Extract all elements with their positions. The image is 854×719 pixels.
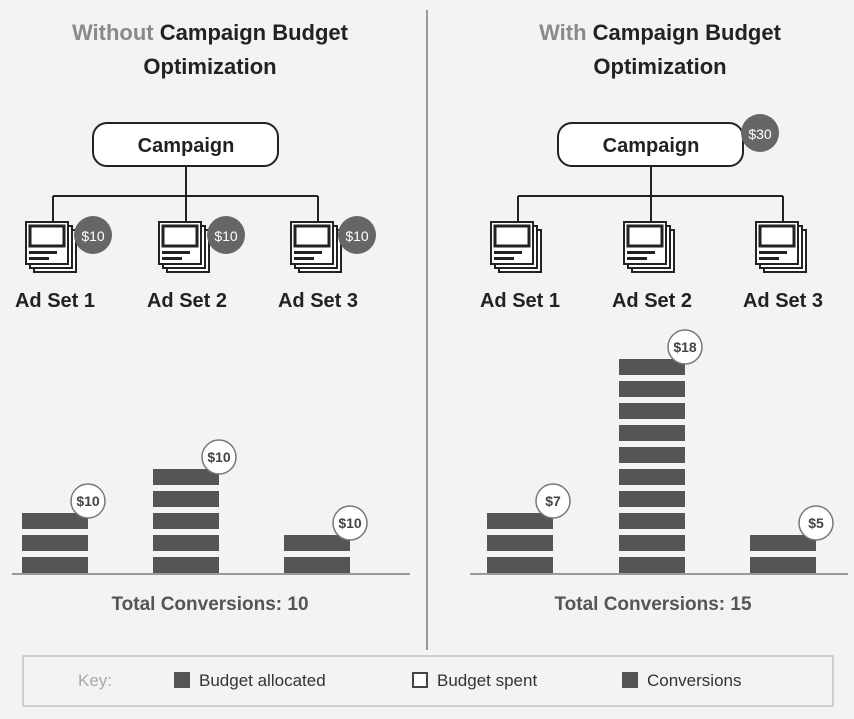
right-bar-1-budget-label: $7 bbox=[545, 493, 561, 509]
key-label: Key: bbox=[78, 671, 113, 690]
left-bar-2-segment bbox=[153, 513, 219, 529]
right-ad-set-2-icon bbox=[623, 221, 675, 273]
right-campaign-budget-badge: $30 bbox=[741, 114, 779, 152]
right-title: With Campaign Budget Optimization bbox=[460, 16, 854, 84]
left-ad-set-1-budget-badge: $10 bbox=[74, 216, 112, 254]
right-title-prefix: With bbox=[539, 20, 587, 45]
right-bar-3-budget-circle bbox=[798, 505, 834, 541]
left-bar-2-segment bbox=[153, 535, 219, 551]
right-campaign-label: Campaign bbox=[603, 135, 700, 157]
right-ad-set-3-icon bbox=[755, 221, 807, 273]
left-bar-3-budget-circle bbox=[332, 505, 368, 541]
right-bar-2-segment bbox=[619, 359, 685, 375]
left-bar-2-budget-label: $10 bbox=[207, 449, 231, 465]
left-bar-2-budget-circle bbox=[201, 439, 237, 475]
left-tree-connectors bbox=[52, 166, 319, 222]
left-campaign-label: Campaign bbox=[138, 135, 235, 157]
left-bar-3-segment bbox=[284, 557, 350, 573]
left-bar-2-segment bbox=[153, 557, 219, 573]
left-bar-2-segment bbox=[153, 469, 219, 485]
right-bar-2-segment bbox=[619, 557, 685, 573]
budget-spent-swatch bbox=[412, 672, 428, 688]
right-title-line2: Optimization bbox=[593, 54, 727, 79]
right-campaign-budget-text: $30 bbox=[748, 126, 772, 142]
right-ad-set-1-label: Ad Set 1 bbox=[480, 290, 560, 312]
left-ad-set-3-label: Ad Set 3 bbox=[278, 290, 358, 312]
left-ad-set-2-budget-badge: $10 bbox=[207, 216, 245, 254]
right-bar-2-budget-circle bbox=[667, 329, 703, 365]
left-ad-set-3-icon bbox=[290, 221, 342, 273]
right-bar-1-segment bbox=[487, 535, 553, 551]
right-tree-connectors bbox=[517, 166, 784, 222]
right-bar-3-segment bbox=[750, 535, 816, 551]
right-campaign-node: Campaign bbox=[557, 122, 744, 167]
left-ad-set-2-budget-text: $10 bbox=[214, 228, 238, 244]
right-bar-2-budget-label: $18 bbox=[673, 339, 697, 355]
left-title-prefix: Without bbox=[71, 20, 154, 45]
right-bar-3-segment bbox=[750, 557, 816, 573]
right-bar-2-segment bbox=[619, 403, 685, 419]
key-conversions-label: Conversions bbox=[647, 671, 742, 690]
left-bar-3-budget-label: $10 bbox=[338, 515, 362, 531]
right-title-main: Campaign Budget bbox=[592, 20, 781, 45]
right-bar-1-segment bbox=[487, 557, 553, 573]
left-bar-1-budget-label: $10 bbox=[76, 493, 100, 509]
right-ad-set-2-label: Ad Set 2 bbox=[612, 290, 692, 312]
conversions-swatch bbox=[622, 672, 638, 688]
left-conversion-bars: $10 $10 $10 bbox=[22, 439, 368, 573]
right-ad-set-3-label: Ad Set 3 bbox=[743, 290, 823, 312]
left-bar-2-segment bbox=[153, 491, 219, 507]
left-bar-3-segment bbox=[284, 535, 350, 551]
left-ad-set-3-budget-badge: $10 bbox=[338, 216, 376, 254]
budget-allocated-swatch bbox=[174, 672, 190, 688]
right-bar-1-budget-circle bbox=[535, 483, 571, 519]
key-budget-spent-label: Budget spent bbox=[437, 671, 538, 690]
left-bar-1-budget-circle bbox=[70, 483, 106, 519]
right-bar-2-segment bbox=[619, 469, 685, 485]
right-total-conversions: Total Conversions: 15 bbox=[554, 594, 752, 615]
key-legend: Key: Budget allocated Budget spent Conve… bbox=[22, 655, 834, 707]
left-ad-set-3-budget-text: $10 bbox=[345, 228, 369, 244]
left-ad-set-1-icon bbox=[25, 221, 77, 273]
left-total-conversions: Total Conversions: 10 bbox=[111, 594, 309, 615]
key-budget-allocated-label: Budget allocated bbox=[199, 671, 326, 690]
left-bar-1-segment bbox=[22, 535, 88, 551]
right-bar-2-segment bbox=[619, 381, 685, 397]
right-conversion-bars: $7 $18 $5 bbox=[487, 329, 834, 573]
left-title: Without Campaign Budget Optimization bbox=[10, 16, 410, 84]
right-bar-2-segment bbox=[619, 535, 685, 551]
right-bar-2-segment bbox=[619, 447, 685, 463]
left-ad-set-1-budget-text: $10 bbox=[81, 228, 105, 244]
left-title-line2: Optimization bbox=[143, 54, 277, 79]
right-bar-2-segment bbox=[619, 491, 685, 507]
left-ad-set-2-icon bbox=[158, 221, 210, 273]
left-bar-1-segment bbox=[22, 557, 88, 573]
left-title-main: Campaign Budget bbox=[159, 20, 348, 45]
left-ad-set-2-label: Ad Set 2 bbox=[147, 290, 227, 312]
right-bar-3-budget-label: $5 bbox=[808, 515, 824, 531]
key-item-budget-allocated: Budget allocated bbox=[174, 657, 326, 705]
left-ad-set-1-label: Ad Set 1 bbox=[15, 290, 95, 312]
right-bar-2-segment bbox=[619, 425, 685, 441]
right-ad-set-1-icon bbox=[490, 221, 542, 273]
right-bar-1-segment bbox=[487, 513, 553, 529]
key-item-budget-spent: Budget spent bbox=[412, 657, 537, 705]
left-campaign-node: Campaign bbox=[92, 122, 279, 167]
key-item-conversions: Conversions bbox=[622, 657, 742, 705]
right-bar-2-segment bbox=[619, 513, 685, 529]
left-bar-1-segment bbox=[22, 513, 88, 529]
